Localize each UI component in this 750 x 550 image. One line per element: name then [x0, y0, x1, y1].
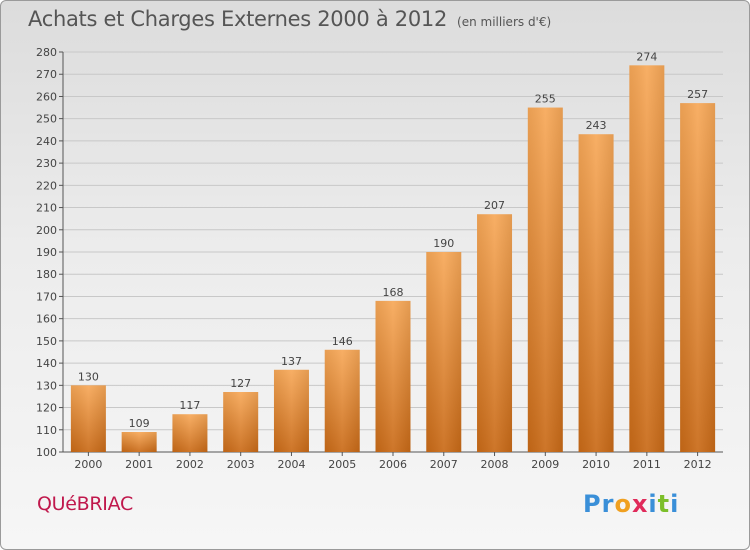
logo-letter: t: [657, 490, 671, 518]
bar-value-label: 130: [78, 370, 99, 383]
y-tick-label: 260: [36, 90, 57, 103]
bar-shine: [680, 103, 716, 452]
bar-value-label: 127: [230, 377, 251, 390]
x-tick-label: 2011: [633, 458, 661, 471]
x-tick-label: 2002: [176, 458, 204, 471]
bar-shine: [426, 252, 462, 452]
x-tick-label: 2000: [74, 458, 102, 471]
bar-value-label: 168: [383, 286, 404, 299]
bar-value-label: 274: [636, 50, 657, 63]
logo-letter: x: [631, 490, 649, 518]
logo-letter: P: [583, 490, 602, 518]
bar-shine: [324, 349, 360, 452]
bar-shine: [527, 107, 563, 453]
x-tick-label: 2007: [430, 458, 458, 471]
bar-shine: [172, 414, 208, 452]
logo-letter: r: [601, 490, 615, 518]
chart-subtitle: (en milliers d'€): [457, 15, 552, 29]
bar-shine: [629, 65, 665, 452]
bar-shine: [375, 300, 411, 452]
y-tick-label: 180: [36, 268, 57, 281]
bar-value-label: 146: [332, 335, 353, 348]
y-tick-label: 150: [36, 335, 57, 348]
y-tick-label: 270: [36, 68, 57, 81]
bar-value-label: 190: [433, 237, 454, 250]
x-tick-label: 2012: [684, 458, 712, 471]
bar-value-label: 137: [281, 355, 302, 368]
x-tick-label: 2001: [125, 458, 153, 471]
y-tick-label: 230: [36, 157, 57, 170]
x-tick-label: 2009: [531, 458, 559, 471]
y-tick-label: 110: [36, 424, 57, 437]
chart-title: Achats et Charges Externes 2000 à 2012 (e…: [28, 7, 551, 31]
bar-shine: [70, 385, 106, 452]
x-tick-label: 2006: [379, 458, 407, 471]
logo-letter: o: [614, 490, 632, 518]
logo-letter: i: [648, 490, 658, 518]
proxiti-logo: Proxiti: [583, 490, 679, 518]
bar-shine: [477, 214, 513, 452]
bar-shine: [273, 369, 309, 452]
bar-shine: [223, 392, 259, 452]
y-tick-label: 220: [36, 179, 57, 192]
logo-letter: i: [670, 490, 680, 518]
y-tick-label: 200: [36, 224, 57, 237]
y-tick-label: 120: [36, 402, 57, 415]
bar-value-label: 109: [129, 417, 150, 430]
bar-shine: [578, 134, 614, 452]
bar-value-label: 255: [535, 93, 556, 106]
commune-name: QUéBRIAC: [37, 493, 133, 515]
x-tick-label: 2008: [481, 458, 509, 471]
bar-value-label: 207: [484, 199, 505, 212]
y-tick-label: 160: [36, 313, 57, 326]
bar-value-label: 243: [586, 119, 607, 132]
y-tick-label: 190: [36, 246, 57, 259]
bar-value-label: 257: [687, 88, 708, 101]
y-tick-label: 130: [36, 379, 57, 392]
y-tick-label: 250: [36, 113, 57, 126]
bar-shine: [121, 432, 157, 452]
y-tick-label: 210: [36, 202, 57, 215]
bar-value-label: 117: [179, 399, 200, 412]
y-tick-label: 170: [36, 290, 57, 303]
x-tick-label: 2003: [227, 458, 255, 471]
y-tick-label: 240: [36, 135, 57, 148]
chart-title-text: Achats et Charges Externes 2000 à 2012: [28, 7, 448, 31]
y-tick-label: 100: [36, 446, 57, 459]
x-tick-label: 2004: [277, 458, 305, 471]
y-tick-label: 280: [36, 46, 57, 59]
y-tick-label: 140: [36, 357, 57, 370]
x-tick-label: 2005: [328, 458, 356, 471]
x-tick-label: 2010: [582, 458, 610, 471]
